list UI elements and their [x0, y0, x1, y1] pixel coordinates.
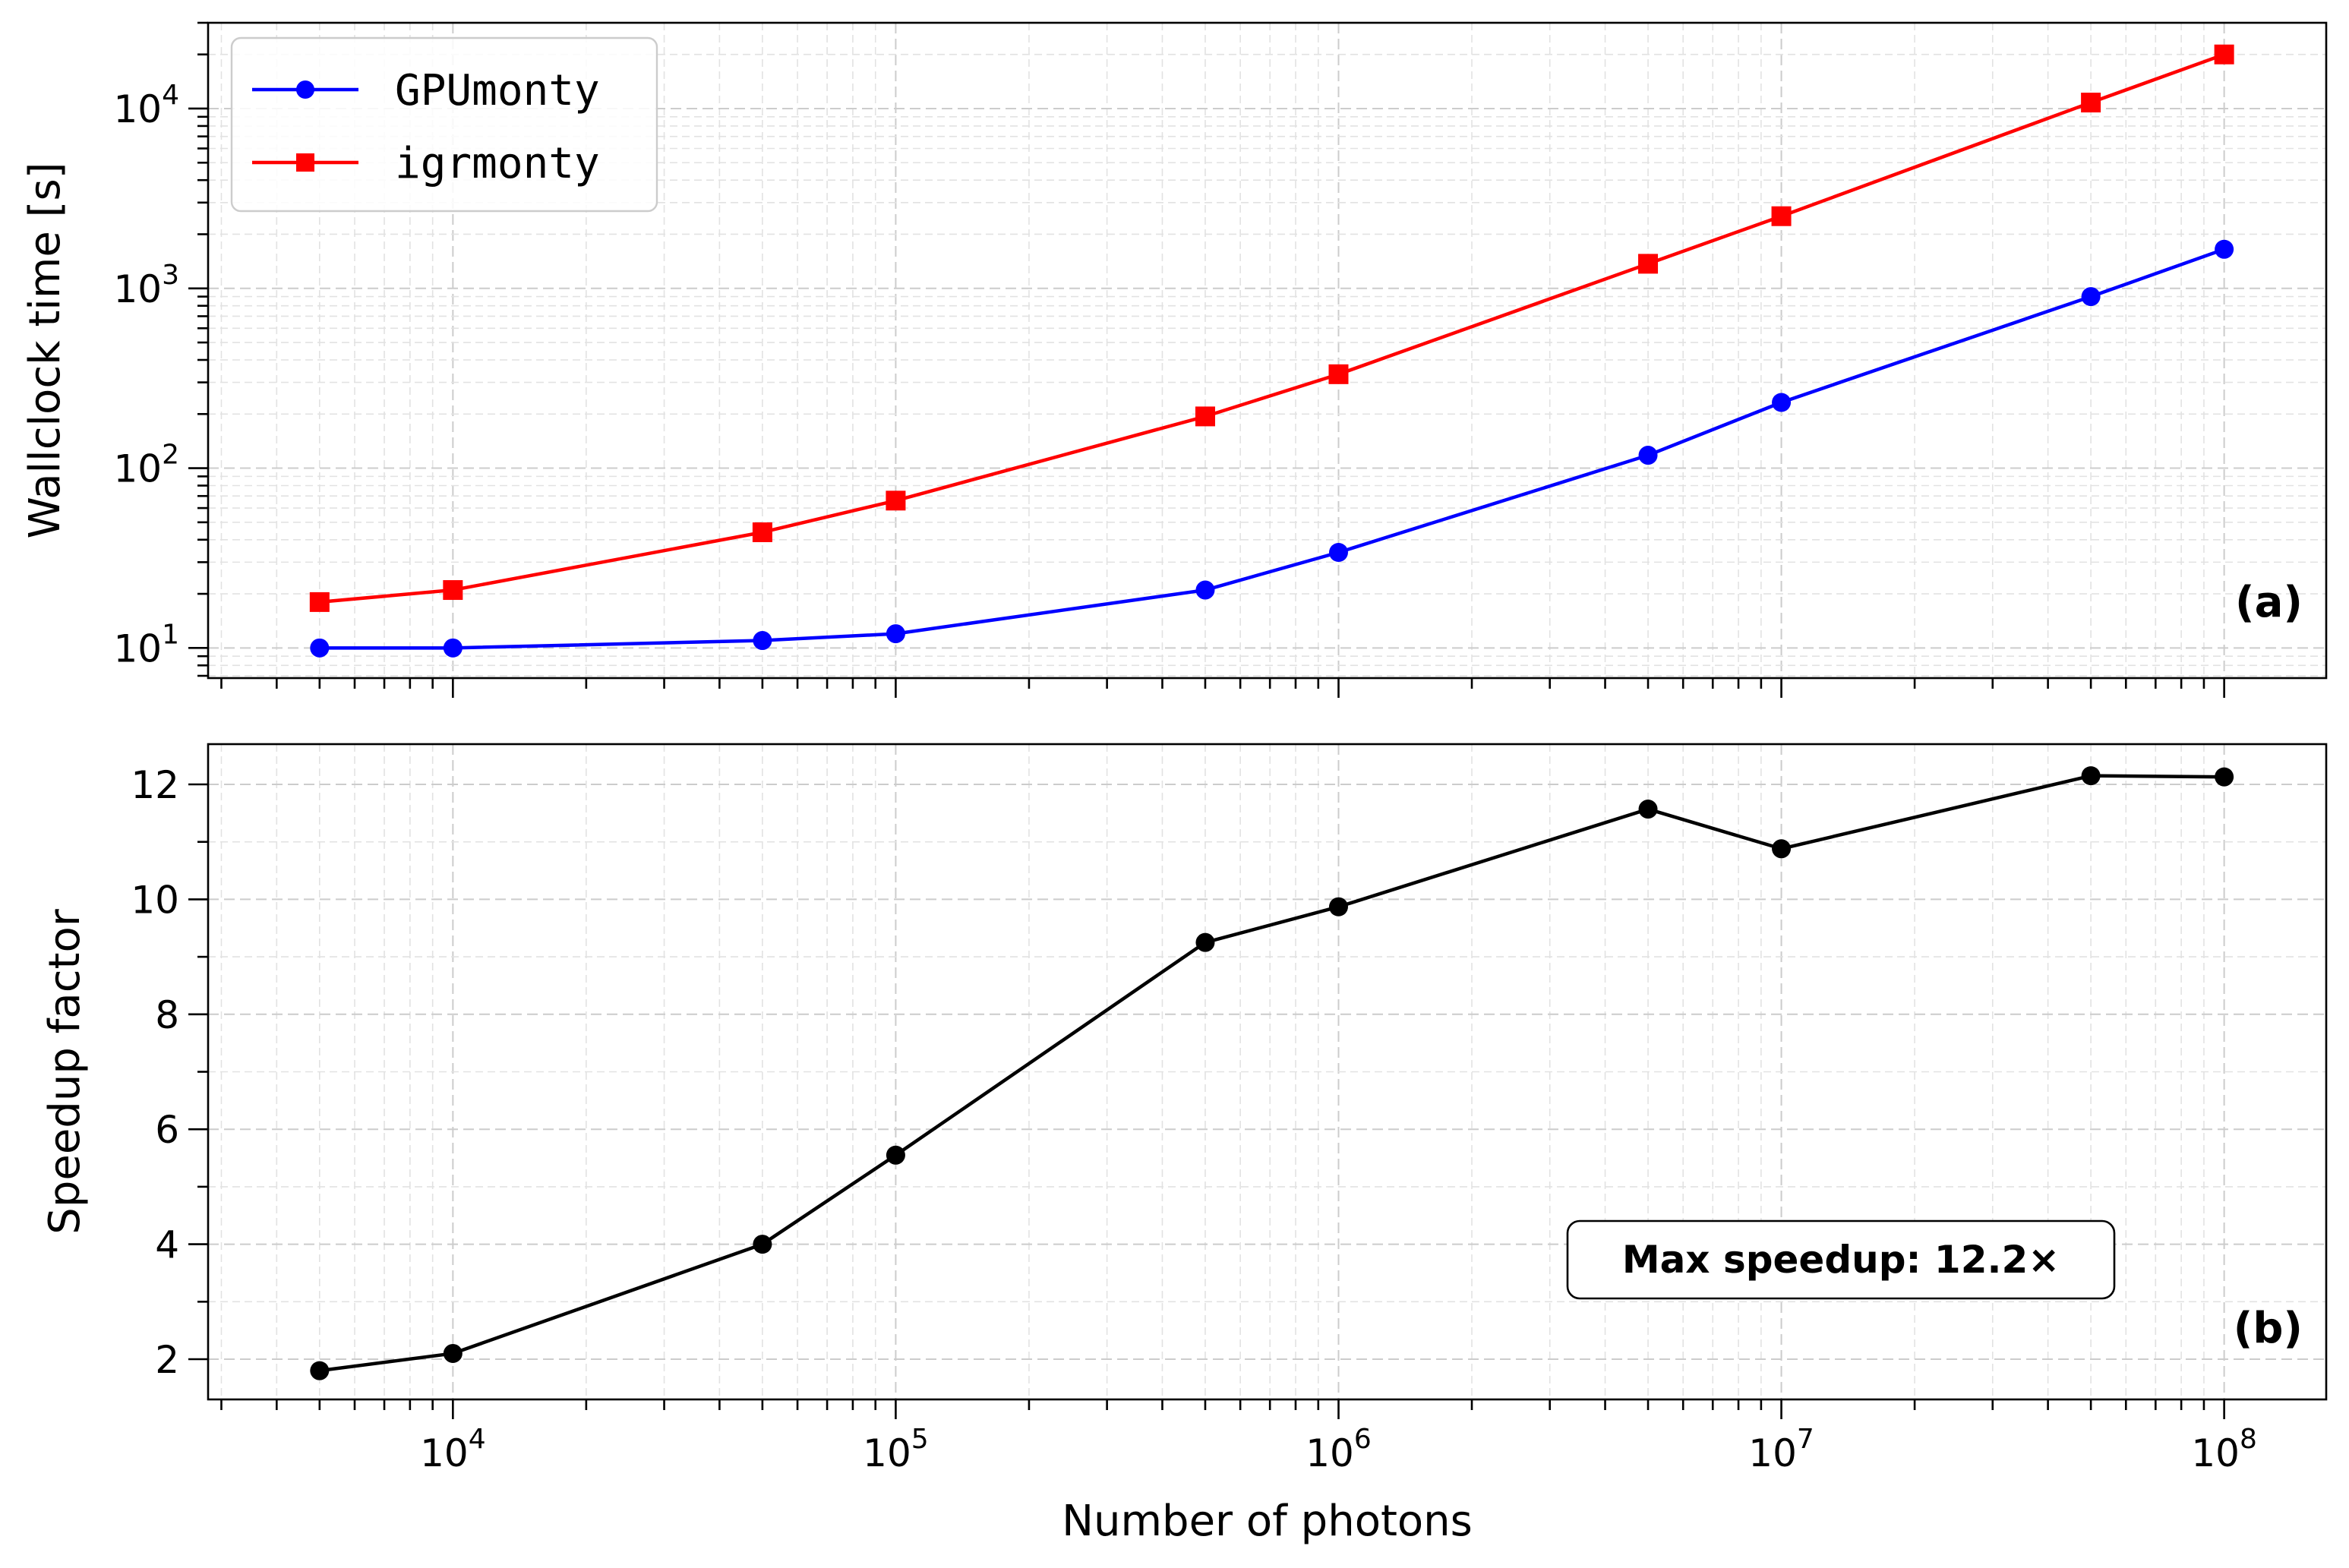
- panel-b-data-point: [2081, 766, 2101, 786]
- panel-a-wallclock-chart: 101 102 103 104 Wallclock time [s] (a) GPUm…: [21, 21, 2328, 698]
- panel-a-data-point: [2081, 287, 2101, 307]
- panel-b-data-point: [1638, 800, 1658, 819]
- panel-b-y-axis-label: Speedup factor: [40, 908, 90, 1234]
- y-tick-label: 2: [155, 1338, 179, 1382]
- y-tick-label: 6: [155, 1108, 179, 1152]
- panel-b-data-point: [443, 1343, 463, 1363]
- panel-a-data-point: [1638, 446, 1658, 465]
- panel-a-data-point: [2214, 44, 2234, 65]
- panel-a-series-line-gpumonty: [319, 248, 2225, 650]
- panel-b-data-point: [753, 1235, 772, 1254]
- panel-b-data-point: [1328, 897, 1348, 917]
- panel-a-y-tick-labels: 101 102 103 104: [113, 80, 179, 670]
- x-tick-label: 107: [1748, 1424, 1814, 1475]
- panel-a-data-point: [1771, 206, 1792, 226]
- legend-marker-igrmonty: [296, 153, 314, 172]
- panel-b-data-point: [310, 1361, 330, 1380]
- panel-a-data-point: [752, 522, 772, 542]
- panel-b-series-line-0: [319, 774, 2224, 1373]
- y-tick-label: 104: [113, 80, 179, 131]
- panel-a-data-point: [309, 592, 330, 612]
- y-tick-label: 10: [131, 878, 179, 922]
- y-tick-label: 4: [155, 1223, 179, 1267]
- panel-a-data-point: [1772, 393, 1792, 412]
- max-speedup-annotation: Max speedup: 12.2×: [1566, 1219, 2116, 1300]
- panel-a-data-point: [753, 631, 772, 651]
- y-tick-label: 102: [113, 440, 179, 491]
- panel-a-data-point: [443, 638, 463, 658]
- legend-label-gpumonty: GPUmonty: [395, 66, 600, 115]
- legend-box: [230, 36, 658, 213]
- panel-a-data-point: [1195, 580, 1215, 600]
- panel-b-ticks: [188, 783, 2225, 1419]
- panel-a-data-point: [1328, 542, 1348, 562]
- panel-a-label: (a): [2235, 578, 2303, 627]
- panel-b-grid: [208, 744, 2326, 1399]
- panel-a-grid: [208, 22, 2326, 678]
- legend: GPUmonty igrmonty: [230, 36, 658, 213]
- panel-a-series-markers: [309, 44, 2234, 658]
- y-tick-label: 101: [113, 619, 179, 670]
- panel-a-data-point: [886, 624, 905, 644]
- panel-b-series-line: [319, 774, 2224, 1373]
- y-tick-label: 12: [131, 763, 179, 807]
- panel-a-data-point: [1328, 364, 1349, 384]
- panel-a-data-point: [2215, 239, 2234, 259]
- panel-a-series-lines: [319, 52, 2225, 650]
- panel-a-ticks: [188, 21, 2225, 698]
- panel-b-data-point: [1195, 932, 1215, 952]
- annotation-text: Max speedup: 12.2×: [1622, 1238, 2060, 1282]
- annotation-box: [1566, 1219, 2116, 1300]
- legend-marker-gpumonty: [296, 80, 314, 99]
- panel-a-data-point: [443, 580, 463, 601]
- y-tick-label: 103: [113, 260, 179, 311]
- panel-a-data-point: [886, 491, 906, 511]
- x-tick-label: 108: [2191, 1424, 2257, 1475]
- y-tick-label: 8: [155, 993, 179, 1037]
- panel-a-y-axis-label: Wallclock time [s]: [21, 162, 70, 538]
- panel-b-y-tick-labels: 2 4 6 8 10 12: [131, 763, 179, 1382]
- panel-a-data-point: [1195, 406, 1215, 427]
- panel-b-x-tick-labels: 104 105 106 107 108: [420, 1424, 2257, 1475]
- legend-label-igrmonty: igrmonty: [395, 139, 600, 188]
- x-tick-label: 104: [420, 1424, 486, 1475]
- x-tick-label: 105: [863, 1424, 929, 1475]
- panel-b-data-point: [2215, 767, 2234, 787]
- x-axis-label: Number of photons: [1062, 1497, 1473, 1546]
- panel-a-axes-frame: [207, 21, 2328, 680]
- panel-b-series-markers: [310, 766, 2234, 1380]
- panel-b-label: (b): [2234, 1304, 2303, 1353]
- panel-a-series-line-igrmonty: [319, 52, 2225, 604]
- x-tick-label: 106: [1306, 1424, 1372, 1475]
- panel-a-data-point: [2081, 93, 2101, 113]
- panel-a-data-point: [310, 638, 330, 658]
- panel-b-data-point: [1772, 839, 1792, 859]
- panel-a-data-point: [1638, 254, 1659, 274]
- panel-b-data-point: [886, 1145, 905, 1165]
